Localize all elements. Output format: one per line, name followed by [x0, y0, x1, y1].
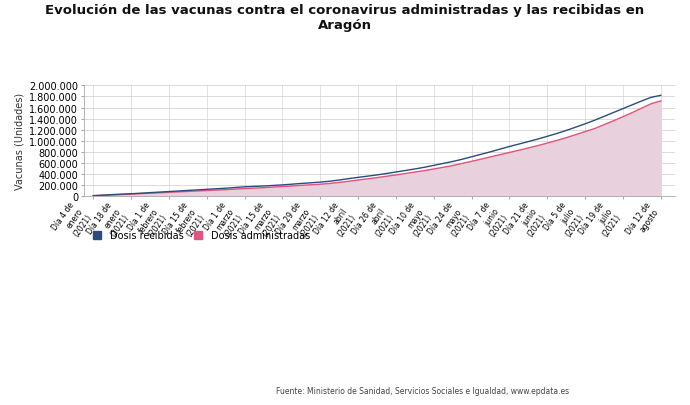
- Text: Fuente: Ministerio de Sanidad, Servicios Sociales e Igualdad, www.epdata.es: Fuente: Ministerio de Sanidad, Servicios…: [276, 386, 569, 395]
- Legend: Dosis recibidas, Dosis administradas: Dosis recibidas, Dosis administradas: [88, 227, 314, 245]
- Y-axis label: Vacunas (Unidades): Vacunas (Unidades): [15, 93, 25, 190]
- Text: Evolución de las vacunas contra el coronavirus administradas y las recibidas en
: Evolución de las vacunas contra el coron…: [46, 4, 644, 32]
